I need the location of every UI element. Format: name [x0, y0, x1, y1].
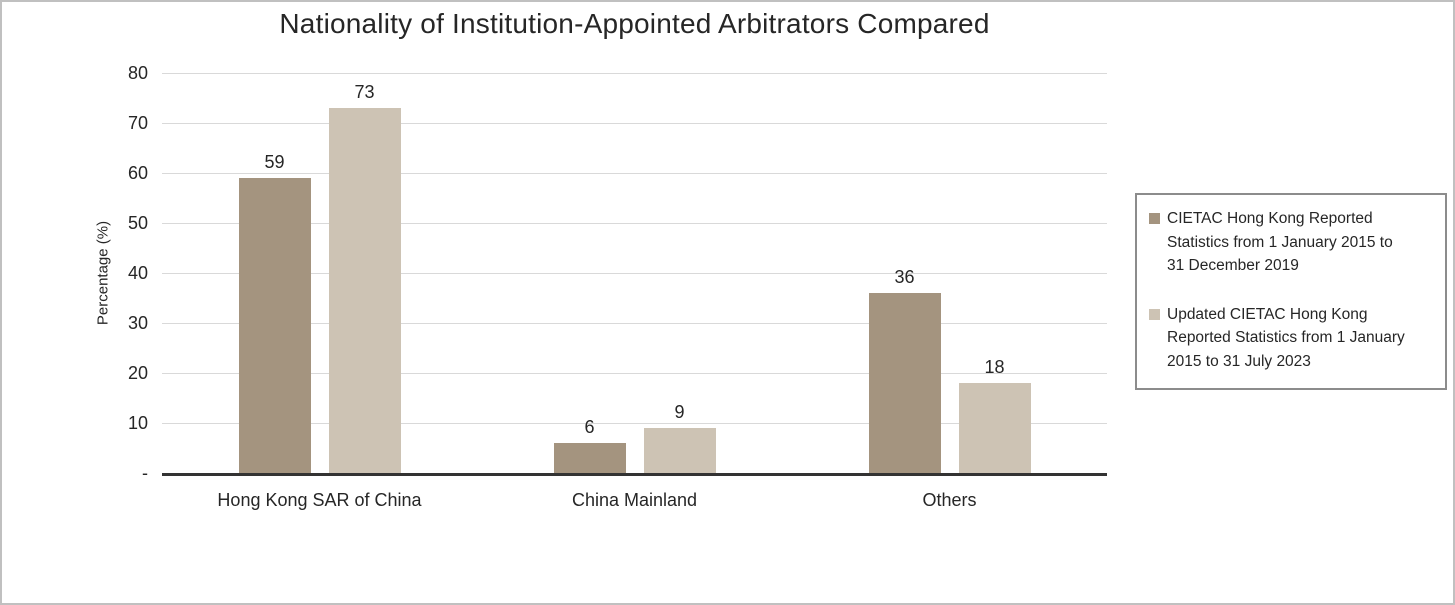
legend-label-series2: Updated CIETAC Hong Kong Reported Statis… [1167, 305, 1405, 370]
bar-value-label: 59 [264, 152, 285, 172]
x-axis-category-label: Others [922, 490, 977, 510]
legend-swatch-series1 [1149, 213, 1160, 224]
legend-label-series1: CIETAC Hong Kong Reported Statistics fro… [1167, 210, 1393, 274]
bar-value-label: 9 [674, 402, 685, 422]
bar-value-label: 18 [984, 357, 1005, 377]
legend-item-series1: CIETAC Hong Kong Reported Statistics fro… [1149, 207, 1437, 278]
plot-area: Hong Kong SAR of China 59 73 China Mainland… [162, 73, 1107, 510]
legend-item-series2: Updated CIETAC Hong Kong Reported Statis… [1149, 303, 1437, 374]
bar-series1-2 [553, 443, 626, 473]
y-tick-label: 50 [127, 213, 148, 233]
gridline [162, 273, 1107, 274]
bar-value-label: 36 [894, 267, 915, 287]
gridline [162, 173, 1107, 174]
gridline [162, 323, 1107, 324]
x-axis-category-label: China Mainland [571, 490, 698, 510]
bar-value-label: 6 [584, 417, 595, 437]
legend: CIETAC Hong Kong Reported Statistics fro… [1135, 193, 1447, 390]
y-tick-label: 10 [127, 413, 148, 433]
bar-series2-1 [328, 108, 401, 473]
bar-series2-2 [643, 428, 716, 473]
bar-series1-3 [868, 293, 941, 473]
y-tick-label: 70 [127, 113, 148, 133]
bar-series1-1 [238, 178, 311, 473]
y-tick-label: - [142, 463, 148, 483]
gridline [162, 423, 1107, 424]
y-tick-label: 60 [127, 163, 148, 183]
gridline [162, 373, 1107, 374]
x-axis-category-label: Hong Kong SAR of China [217, 490, 422, 510]
gridline [162, 223, 1107, 224]
chart-title: Nationality of Institution-Appointed Arb… [279, 8, 990, 39]
legend-swatch-series2 [1149, 308, 1160, 320]
gridline [162, 123, 1107, 124]
gridline [162, 73, 1107, 74]
bar-value-label: 73 [354, 82, 375, 102]
bar-series2-3 [958, 383, 1031, 473]
y-tick-label: 30 [127, 313, 148, 333]
y-tick-label: 20 [127, 363, 148, 383]
y-tick-label: 40 [127, 263, 148, 283]
y-tick-label: 80 [127, 63, 148, 83]
